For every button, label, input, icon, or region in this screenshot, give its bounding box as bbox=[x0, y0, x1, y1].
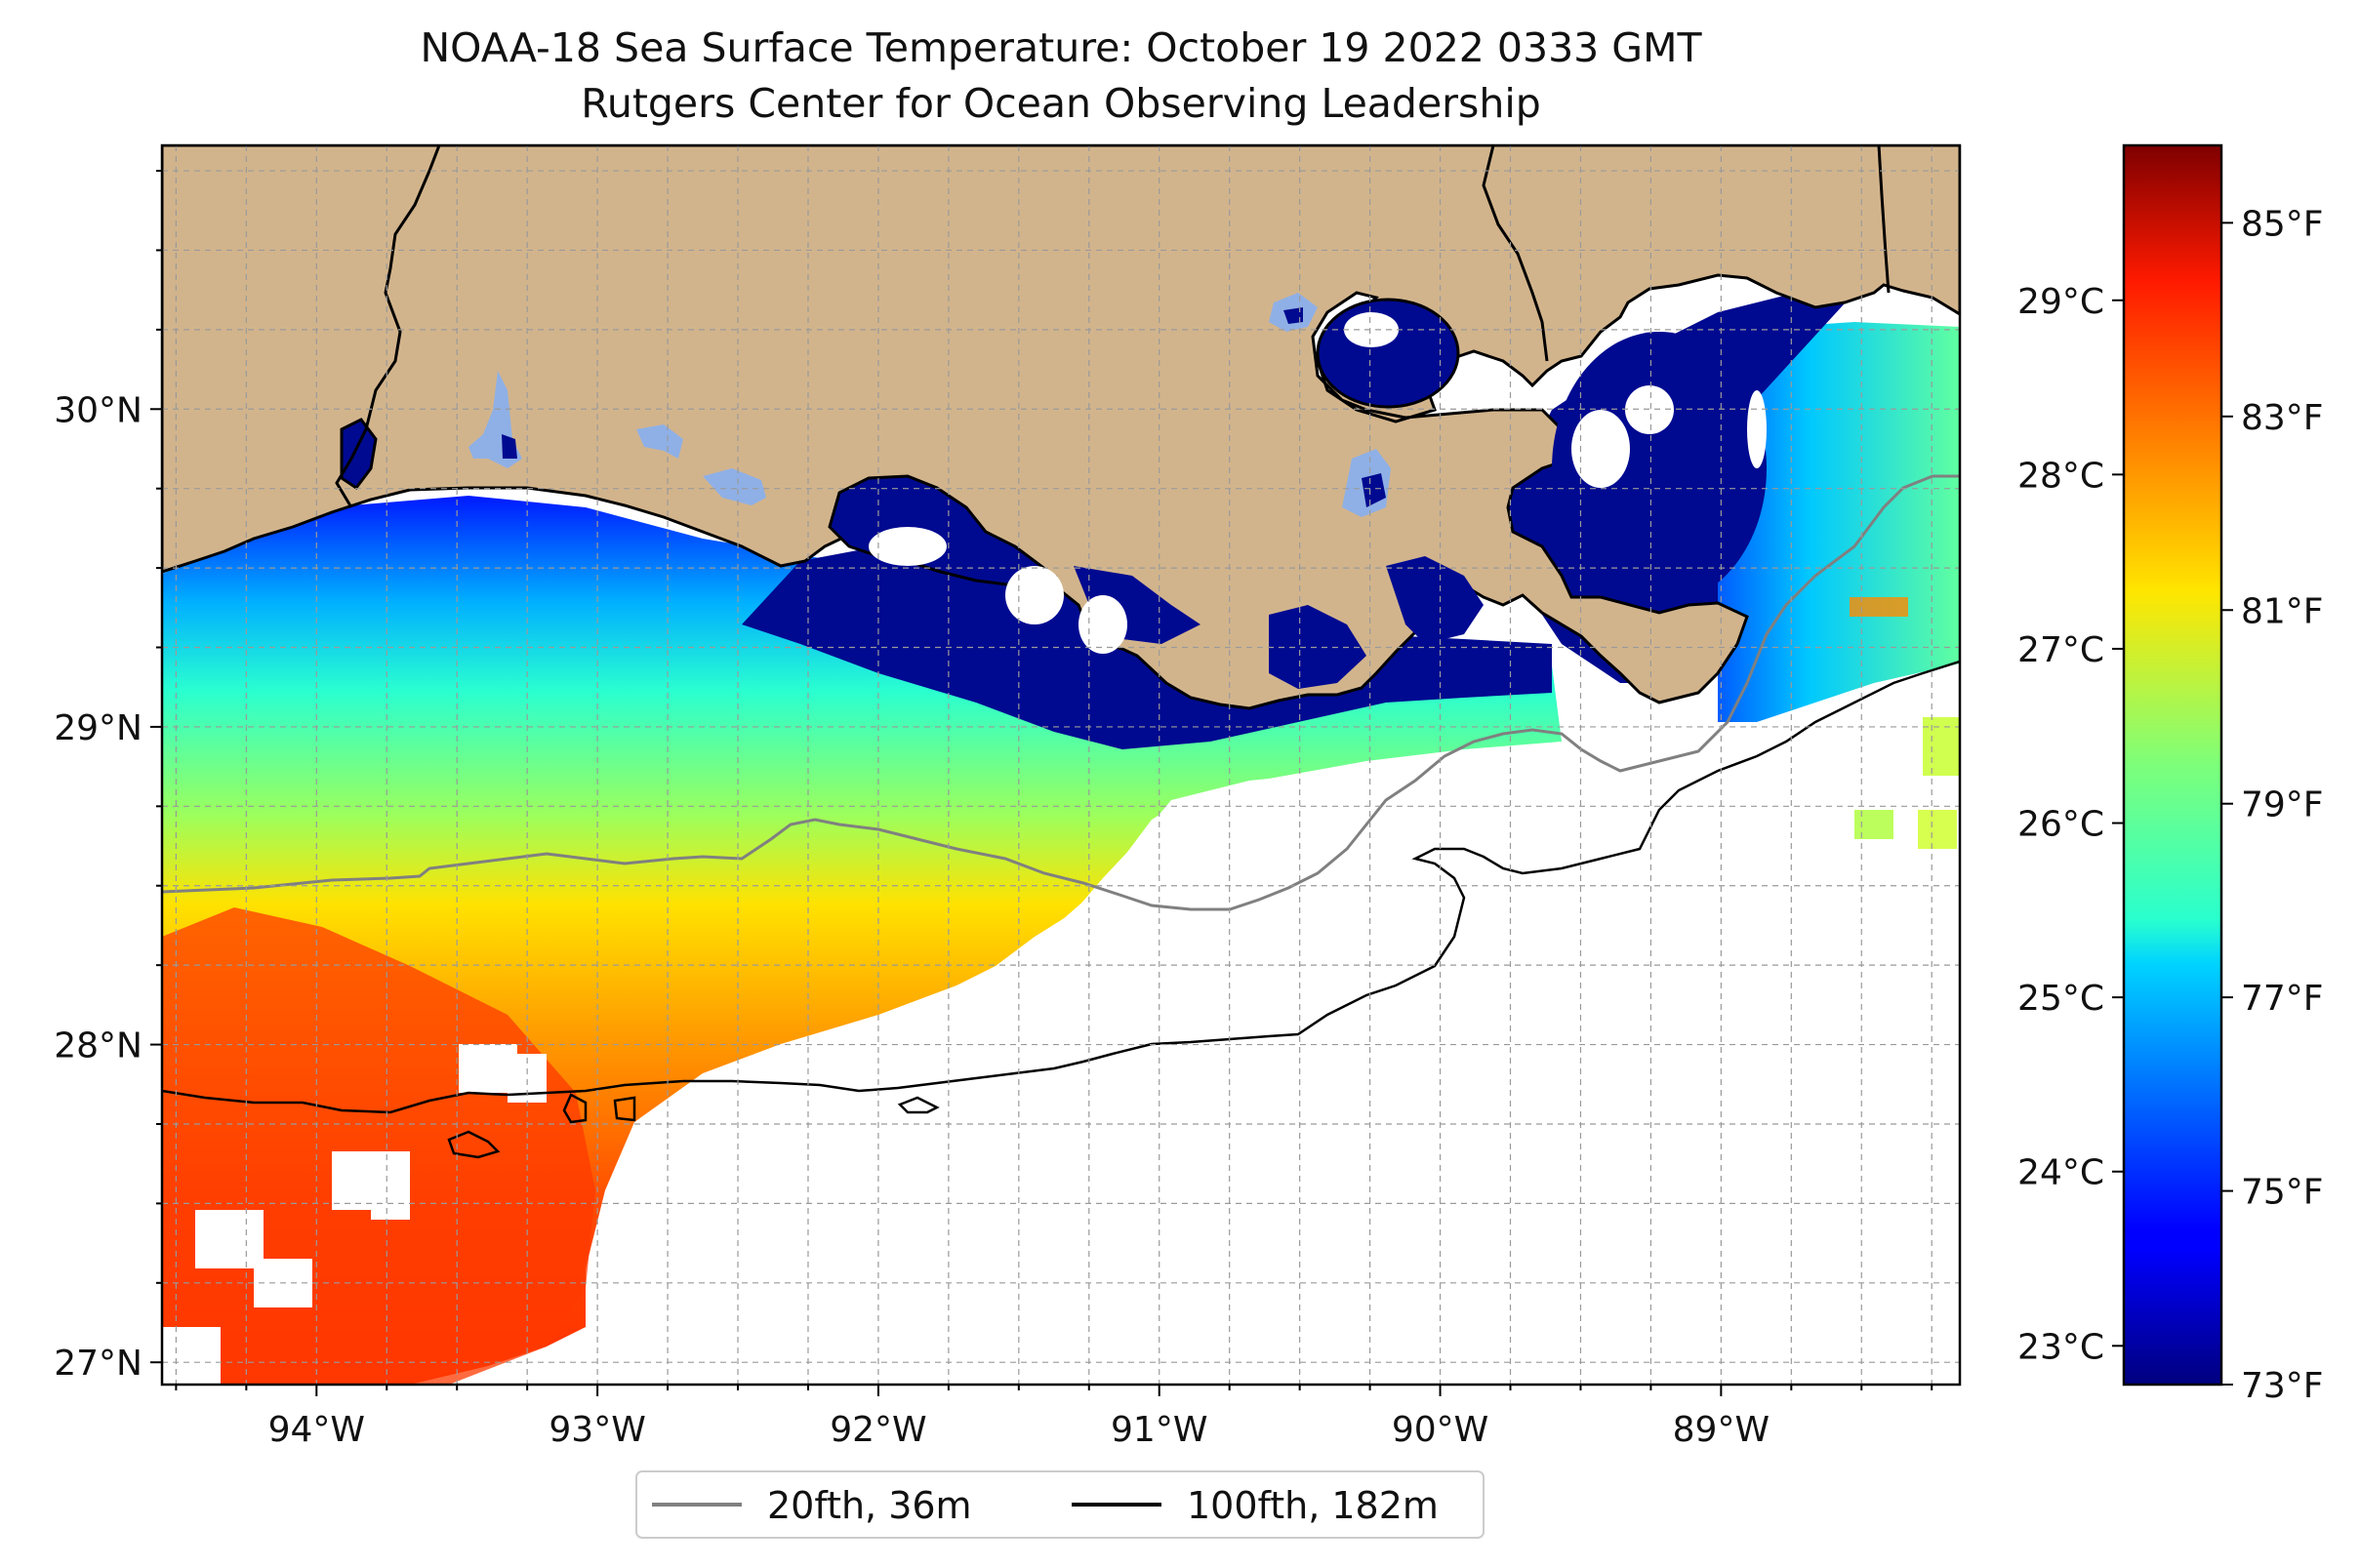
lake bbox=[1316, 298, 1460, 409]
colorbar bbox=[2122, 143, 2223, 1387]
sst-speckle bbox=[1923, 717, 1960, 776]
cloud-patch bbox=[371, 1190, 410, 1220]
state-border bbox=[335, 145, 441, 508]
colorbar-c-label: 25°C bbox=[2017, 979, 2104, 1019]
legend-label-100fth: 100fth, 182m bbox=[1187, 1484, 1439, 1527]
colorbar-c-label: 28°C bbox=[2017, 456, 2104, 496]
inland-water bbox=[502, 434, 517, 459]
colorbar-f-label: 81°F bbox=[2241, 591, 2324, 631]
map-title: NOAA-18 Sea Surface Temperature: October… bbox=[420, 24, 1702, 71]
lon-tick-label: 89°W bbox=[1673, 1410, 1770, 1450]
colorbar-ticks: 73°F 75°F 77°F 79°F 81°F 83°F 85°F 23°C 24°C 25°C… bbox=[2017, 204, 2323, 1406]
inland-water bbox=[703, 468, 766, 505]
contour-100fth bbox=[562, 1093, 588, 1124]
sst-east-plume bbox=[1708, 322, 1960, 722]
delta-marsh-no-data bbox=[1625, 385, 1674, 434]
contour-100fth bbox=[447, 1130, 501, 1159]
lat-tick-label: 28°N bbox=[54, 1026, 142, 1066]
cloud-no-data bbox=[586, 673, 1960, 1385]
sst-speckle bbox=[1918, 810, 1957, 849]
colorbar-c-label: 24°C bbox=[2017, 1153, 2104, 1193]
inland-water bbox=[1362, 473, 1386, 507]
lon-tick-label: 90°W bbox=[1392, 1410, 1488, 1450]
cloud-patch bbox=[162, 1327, 221, 1385]
contour-100fth bbox=[162, 660, 1960, 1114]
inland-water bbox=[636, 424, 683, 459]
map-frame bbox=[160, 143, 1962, 1387]
bay bbox=[340, 418, 378, 491]
lon-tick-label: 94°W bbox=[268, 1410, 365, 1450]
lon-tick-label: 93°W bbox=[549, 1410, 645, 1450]
sst-speckle bbox=[1850, 597, 1908, 617]
delta-marsh-no-data bbox=[1747, 390, 1767, 468]
lake-no-data bbox=[1344, 312, 1399, 347]
legend: 20fth, 36m 100fth, 182m bbox=[635, 1470, 1485, 1539]
colorbar-f-label: 79°F bbox=[2241, 785, 2324, 825]
inland-water bbox=[1283, 307, 1303, 324]
lon-tick-label: 91°W bbox=[1111, 1410, 1207, 1450]
marsh bbox=[1386, 556, 1484, 644]
delta-marsh bbox=[1552, 332, 1767, 605]
lon-tick-label: 92°W bbox=[830, 1410, 926, 1450]
state-border bbox=[1482, 145, 1549, 362]
colorbar-c-label: 27°C bbox=[2017, 630, 2104, 670]
lat-tick-label: 29°N bbox=[54, 708, 142, 748]
colorbar-f-label: 73°F bbox=[2241, 1366, 2324, 1406]
marsh-no-data bbox=[1005, 566, 1064, 624]
colorbar-c-label: 26°C bbox=[2017, 805, 2104, 845]
map-ticks: 94°W 93°W 92°W 91°W 90°W 89°W 30°N 29°N 28°N 27°N bbox=[54, 170, 1933, 1450]
map-area bbox=[162, 145, 1960, 1385]
colorbar-f-label: 83°F bbox=[2241, 398, 2324, 438]
colorbar-c-label: 23°C bbox=[2017, 1327, 2104, 1367]
lat-tick-label: 30°N bbox=[54, 390, 142, 430]
marsh-no-data bbox=[1078, 595, 1127, 654]
contour-100fth bbox=[897, 1096, 940, 1114]
lake-no-data bbox=[869, 527, 947, 566]
gridlines bbox=[162, 145, 1960, 1385]
legend-label-20fth: 20fth, 36m bbox=[767, 1484, 972, 1527]
colorbar-f-label: 85°F bbox=[2241, 204, 2324, 244]
lat-tick-label: 27°N bbox=[54, 1344, 142, 1384]
legend-box bbox=[635, 1470, 1485, 1539]
colorbar-f-label: 75°F bbox=[2241, 1173, 2324, 1213]
colorbar-c-label: 29°C bbox=[2017, 282, 2104, 322]
sst-speckle bbox=[1854, 810, 1893, 839]
delta-marsh-no-data bbox=[1571, 410, 1630, 488]
colorbar-f-label: 77°F bbox=[2241, 979, 2324, 1019]
cloud-patch bbox=[195, 1210, 264, 1268]
marsh bbox=[1269, 605, 1366, 689]
map-subtitle: Rutgers Center for Ocean Observing Leade… bbox=[581, 80, 1541, 127]
contour-100fth bbox=[613, 1096, 636, 1122]
